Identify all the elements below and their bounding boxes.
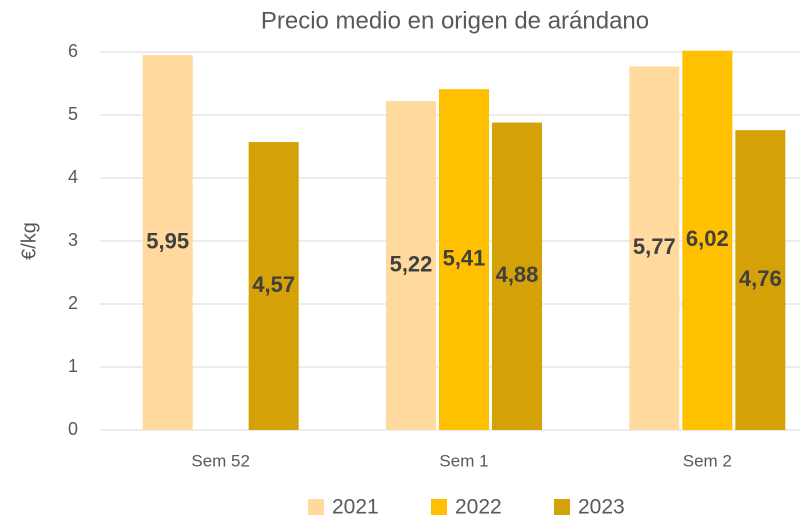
data-label: 5,41 — [443, 245, 486, 270]
chart-title: Precio medio en origen de arándano — [261, 7, 649, 34]
legend-swatch — [308, 499, 324, 515]
legend-swatch — [431, 499, 447, 515]
legend-swatch — [554, 499, 570, 515]
data-label: 4,57 — [252, 272, 295, 297]
bar — [386, 101, 436, 430]
y-tick-label: 3 — [68, 230, 78, 250]
x-tick-label: Sem 1 — [439, 451, 488, 470]
data-label: 5,77 — [633, 234, 676, 259]
y-tick-label: 1 — [68, 356, 78, 376]
legend-label: 2022 — [455, 496, 502, 516]
bar — [682, 50, 733, 431]
bar — [439, 89, 489, 431]
data-label: 5,95 — [146, 228, 189, 253]
legend-label: 2021 — [332, 496, 379, 516]
y-tick-label: 4 — [68, 167, 78, 187]
bar — [629, 66, 680, 431]
data-label: 6,02 — [686, 226, 729, 251]
x-tick-label: Sem 52 — [191, 451, 250, 470]
y-tick-label: 5 — [68, 104, 78, 124]
x-tick-label: Sem 2 — [683, 451, 732, 470]
data-label: 5,22 — [390, 251, 433, 276]
y-axis-label: €/kg — [18, 222, 40, 260]
y-tick-label: 2 — [68, 293, 78, 313]
bar — [142, 55, 193, 431]
y-tick-label: 6 — [68, 41, 78, 61]
bar — [492, 122, 542, 430]
legend-label: 2023 — [578, 496, 625, 516]
bar — [735, 130, 786, 430]
data-label: 4,76 — [739, 266, 782, 291]
y-tick-label: 0 — [68, 419, 78, 439]
data-label: 4,88 — [496, 262, 539, 287]
bar — [248, 142, 299, 430]
